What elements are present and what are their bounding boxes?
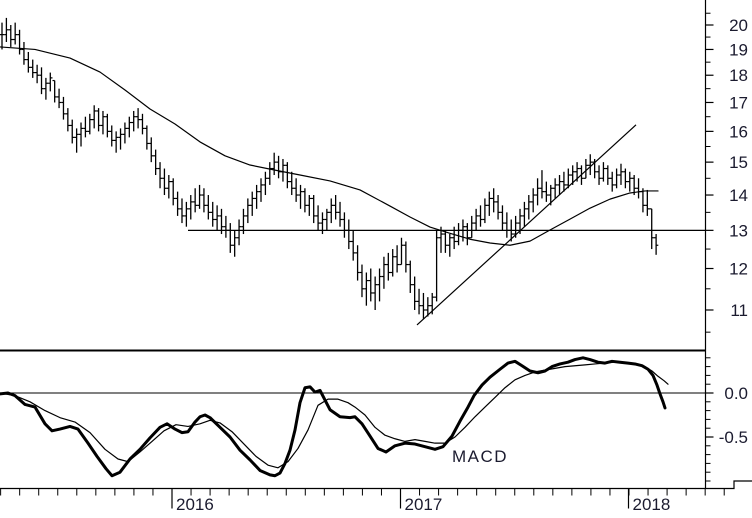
- macd-indicator-label: MACD: [452, 447, 508, 466]
- x-axis-year-label-2017: 2017: [405, 495, 443, 514]
- price-panel: [0, 17, 705, 326]
- price-axis-label: 16: [729, 122, 748, 141]
- macd-line: [0, 356, 667, 478]
- price-axis-label: 15: [729, 153, 748, 172]
- bottom-axis-line: [0, 480, 752, 490]
- price-axis-label: 13: [729, 221, 748, 240]
- price-axis-label: 12: [729, 260, 748, 279]
- macd-signal-line: [0, 361, 669, 469]
- price-ma-line: [0, 46, 659, 246]
- macd-axis-label: 0.0: [724, 384, 748, 403]
- price-axis-label: 14: [729, 186, 748, 205]
- price-axis-label: 11: [730, 301, 748, 320]
- x-axis-year-label-2016: 2016: [176, 495, 214, 514]
- trend-line: [416, 124, 637, 326]
- price-axis-label: 19: [729, 40, 748, 59]
- price-axis-label: 17: [729, 93, 748, 112]
- x-axis-year-label-2018: 2018: [633, 495, 671, 514]
- macd-axis-label: -0.5: [719, 428, 748, 447]
- price-axis-label: 18: [729, 66, 748, 85]
- price-axis-label: 20: [729, 16, 748, 35]
- macd-panel: [0, 356, 706, 478]
